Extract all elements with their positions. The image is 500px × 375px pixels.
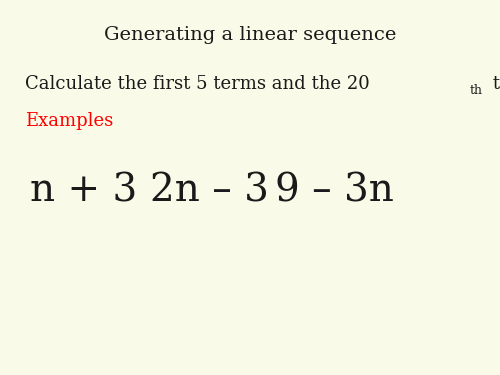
Text: th: th (470, 84, 483, 98)
Text: 9 – 3n: 9 – 3n (275, 172, 394, 210)
Text: Calculate the first 5 terms and the 20: Calculate the first 5 terms and the 20 (25, 75, 370, 93)
Text: term: term (486, 75, 500, 93)
Text: Generating a linear sequence: Generating a linear sequence (104, 26, 396, 44)
Text: Examples: Examples (25, 112, 113, 130)
Text: n + 3: n + 3 (30, 172, 137, 210)
Text: 2n – 3: 2n – 3 (150, 172, 269, 210)
